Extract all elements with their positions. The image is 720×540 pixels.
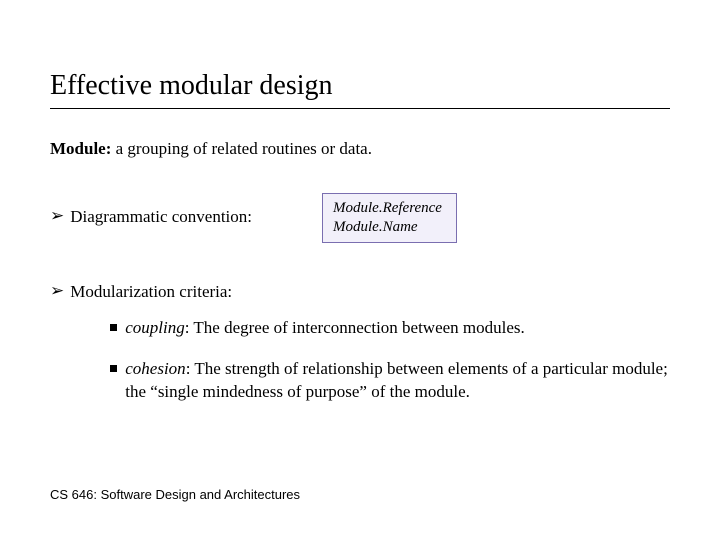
coupling-text: : The degree of interconnection between …	[185, 318, 525, 337]
criteria-cohesion: cohesion: The strength of relationship b…	[110, 358, 670, 404]
module-box-line2: Module.Name	[333, 218, 442, 237]
arrow-icon: ➢	[50, 281, 64, 301]
module-reference-box: Module.Reference Module.Name	[322, 193, 457, 243]
coupling-term: coupling	[125, 318, 185, 337]
diagrammatic-label: Diagrammatic convention:	[70, 206, 252, 229]
criteria-coupling: coupling: The degree of interconnection …	[110, 317, 670, 340]
modularization-label: Modularization criteria:	[70, 282, 232, 301]
module-definition: Module: a grouping of related routines o…	[50, 139, 670, 159]
definition-text: a grouping of related routines or data.	[111, 139, 372, 158]
cohesion-term: cohesion	[125, 359, 185, 378]
criteria-list: coupling: The degree of interconnection …	[110, 317, 670, 404]
arrow-icon: ➢	[50, 206, 64, 226]
square-bullet-icon	[110, 365, 117, 372]
module-box-line1: Module.Reference	[333, 199, 442, 218]
slide-footer: CS 646: Software Design and Architecture…	[50, 487, 300, 502]
diagrammatic-convention-row: ➢ Diagrammatic convention: Module.Refere…	[50, 193, 670, 243]
cohesion-text: : The strength of relationship between e…	[125, 359, 668, 401]
definition-term: Module:	[50, 139, 111, 158]
square-bullet-icon	[110, 324, 117, 331]
modularization-criteria-row: ➢ Modularization criteria: coupling: The…	[50, 281, 670, 423]
slide-title: Effective modular design	[50, 70, 670, 109]
